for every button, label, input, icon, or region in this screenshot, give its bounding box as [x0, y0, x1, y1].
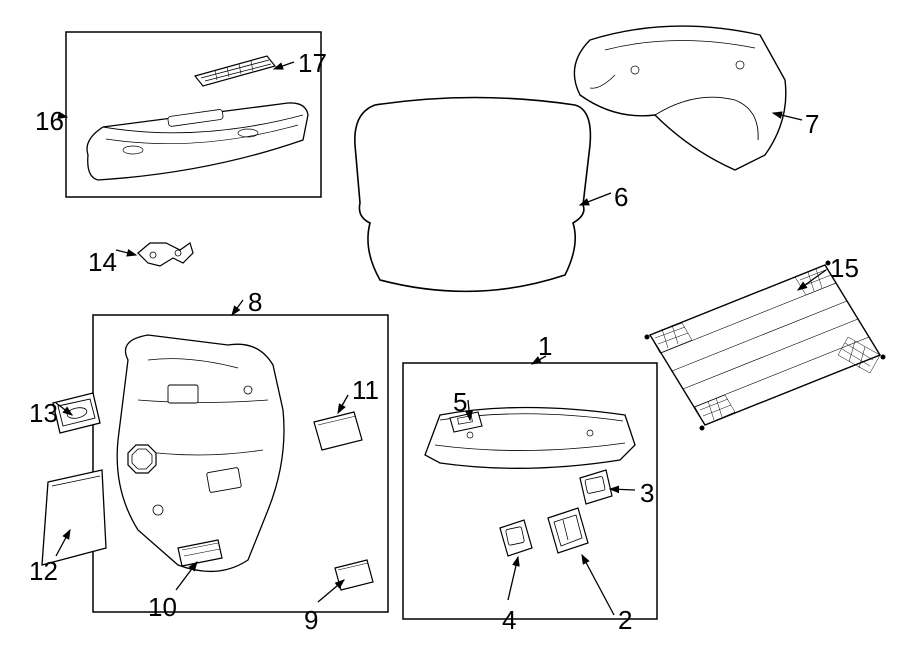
part-6 [355, 98, 591, 292]
part-11 [314, 412, 362, 450]
plug [128, 445, 156, 473]
callout-9: 9 [304, 605, 318, 636]
parts-diagram [0, 0, 900, 661]
callout-7: 7 [805, 109, 819, 140]
group-box-1 [403, 363, 657, 619]
part-2 [548, 508, 588, 553]
part-15 [645, 261, 886, 431]
callout-14: 14 [88, 247, 117, 278]
part-4 [500, 520, 532, 556]
part-17 [195, 56, 275, 86]
callout-3: 3 [640, 478, 654, 509]
part-16 [87, 103, 308, 180]
callout-5: 5 [453, 387, 467, 418]
callout-16: 16 [35, 106, 64, 137]
part-9 [335, 560, 373, 590]
part-12 [42, 470, 106, 565]
callout-8: 8 [248, 287, 262, 318]
callout-2: 2 [618, 605, 632, 636]
callout-6: 6 [614, 182, 628, 213]
part-7 [574, 26, 785, 170]
callout-11: 11 [352, 375, 379, 406]
callout-13: 13 [29, 398, 58, 429]
part-3 [580, 470, 612, 504]
callout-17: 17 [298, 48, 327, 79]
part-14 [138, 243, 193, 266]
callout-12: 12 [29, 556, 58, 587]
callout-1: 1 [538, 331, 552, 362]
callout-10: 10 [148, 592, 177, 623]
callout-4: 4 [502, 605, 516, 636]
callout-15: 15 [830, 253, 859, 284]
diagram-container: 1 2 3 4 5 6 7 8 9 10 11 12 13 14 15 16 1… [0, 0, 900, 661]
